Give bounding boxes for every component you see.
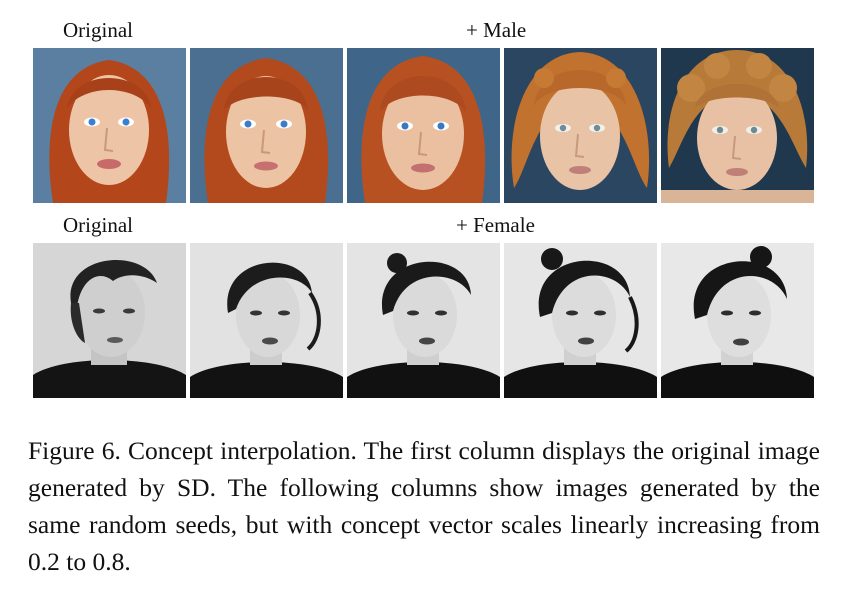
row2-image-1 xyxy=(33,243,186,398)
row2-image-5 xyxy=(661,243,814,398)
row1-image-2 xyxy=(190,48,343,203)
row2-image-2 xyxy=(190,243,343,398)
row1-original-label: Original xyxy=(63,18,133,42)
row1-image-1 xyxy=(33,48,186,203)
row1-concept-label: + Male xyxy=(466,18,527,42)
figure-caption: Figure 6. Concept interpolation. The fir… xyxy=(28,436,820,576)
row2-original-label: Original xyxy=(63,213,133,237)
row2-image-4 xyxy=(504,243,657,398)
row2-concept-label: + Female xyxy=(456,213,535,237)
row1-image-4 xyxy=(504,48,657,203)
row1-image-3 xyxy=(347,48,500,203)
row1-image-5 xyxy=(661,48,814,203)
row2-image-3 xyxy=(347,243,500,398)
